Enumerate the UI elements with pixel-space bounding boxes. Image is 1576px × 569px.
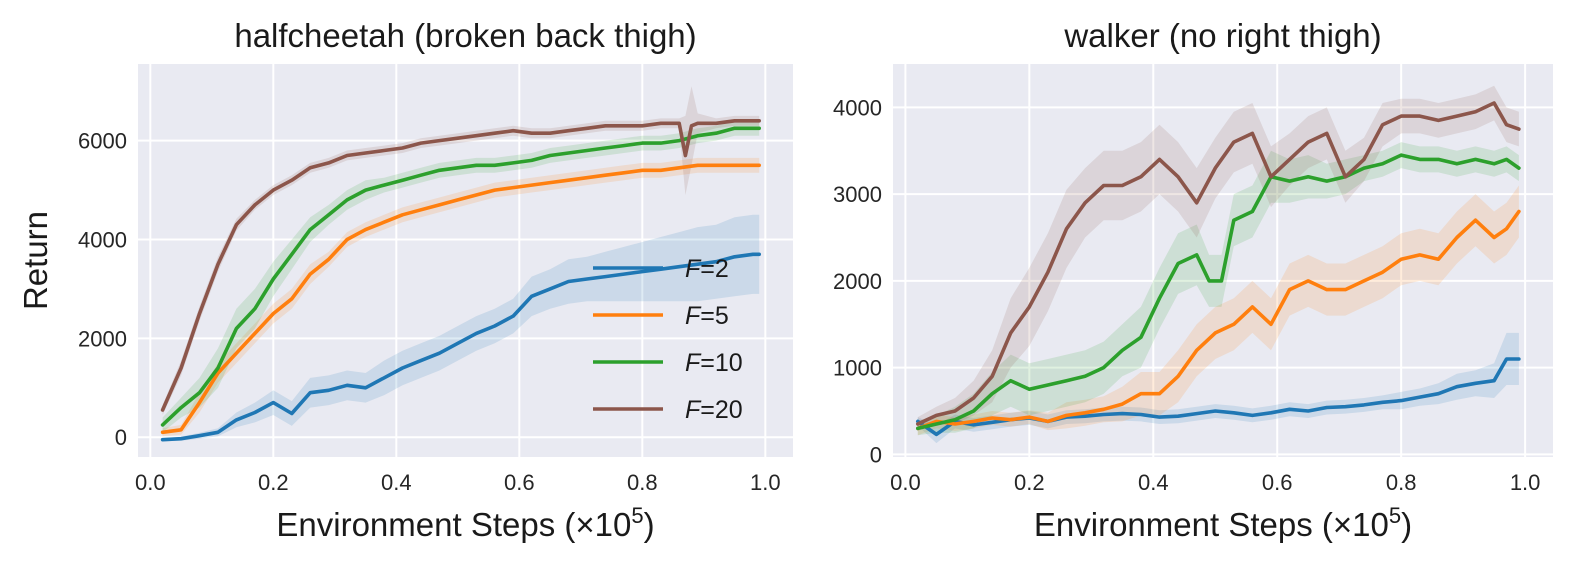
band-F-10 [162, 120, 760, 433]
x-tick-label: 0.8 [627, 470, 658, 495]
x-tick-label: 0.6 [504, 470, 535, 495]
series-line-F-20 [160, 119, 762, 412]
legend-label: F=20 [685, 396, 743, 424]
x-tick-label: 1.0 [1510, 470, 1541, 495]
series-line-F-5 [160, 163, 762, 435]
y-tick-label: 0 [115, 425, 127, 450]
legend: F=2 F=5 F=10 F=20 [593, 255, 743, 424]
band-F-5 [162, 157, 760, 437]
x-tick-label: 0.6 [1262, 470, 1293, 495]
y-tick-label: 4000 [78, 227, 127, 252]
legend-label: F=5 [685, 302, 729, 330]
plot-area [138, 64, 793, 457]
x-tick-label: 0.2 [258, 470, 289, 495]
band-F-20 [917, 85, 1519, 431]
chart-title: halfcheetah (broken back thigh) [234, 17, 696, 54]
legend-label: F=10 [685, 349, 743, 377]
chart-1: 0.0 0.2 0.4 0.6 0.8 1.0 0 2000 4000 6000 halfcheet… [17, 17, 793, 543]
series-line-F-2 [160, 252, 762, 442]
legend-label: F=2 [685, 255, 729, 283]
series-group [915, 85, 1521, 444]
series-line-F-10 [915, 153, 1521, 431]
y-axis-label: Return [17, 211, 54, 310]
y-tick-label: 6000 [78, 129, 127, 154]
x-tick-label: 0.4 [381, 470, 412, 495]
y-tick-label: 4000 [833, 95, 882, 120]
x-tick-label: 1.0 [750, 470, 781, 495]
chart-2: 0.0 0.2 0.4 0.6 0.8 1.0 0 1000 2000 3000 4000 walke… [833, 17, 1553, 543]
chart-title: walker (no right thigh) [1063, 17, 1381, 54]
x-axis-label: Environment Steps (×105) [276, 503, 654, 543]
series-line-F-10 [160, 126, 762, 427]
y-tick-label: 1000 [833, 356, 882, 381]
series-line-F-20 [915, 101, 1521, 426]
x-tick-label: 0.4 [1138, 470, 1169, 495]
band-F-10 [917, 142, 1519, 436]
band-F-5 [917, 185, 1519, 436]
x-tick-label: 0.0 [135, 470, 166, 495]
y-tick-label: 0 [870, 442, 882, 467]
series-group [160, 86, 762, 442]
series-line-F-5 [915, 209, 1521, 431]
y-tick-label: 2000 [78, 326, 127, 351]
y-tick-label: 3000 [833, 182, 882, 207]
y-tick-label: 2000 [833, 269, 882, 294]
x-axis-label: Environment Steps (×105) [1034, 503, 1412, 543]
band-F-2 [162, 214, 760, 442]
x-tick-label: 0.2 [1014, 470, 1045, 495]
x-tick-label: 0.8 [1386, 470, 1417, 495]
x-tick-label: 0.0 [890, 470, 921, 495]
